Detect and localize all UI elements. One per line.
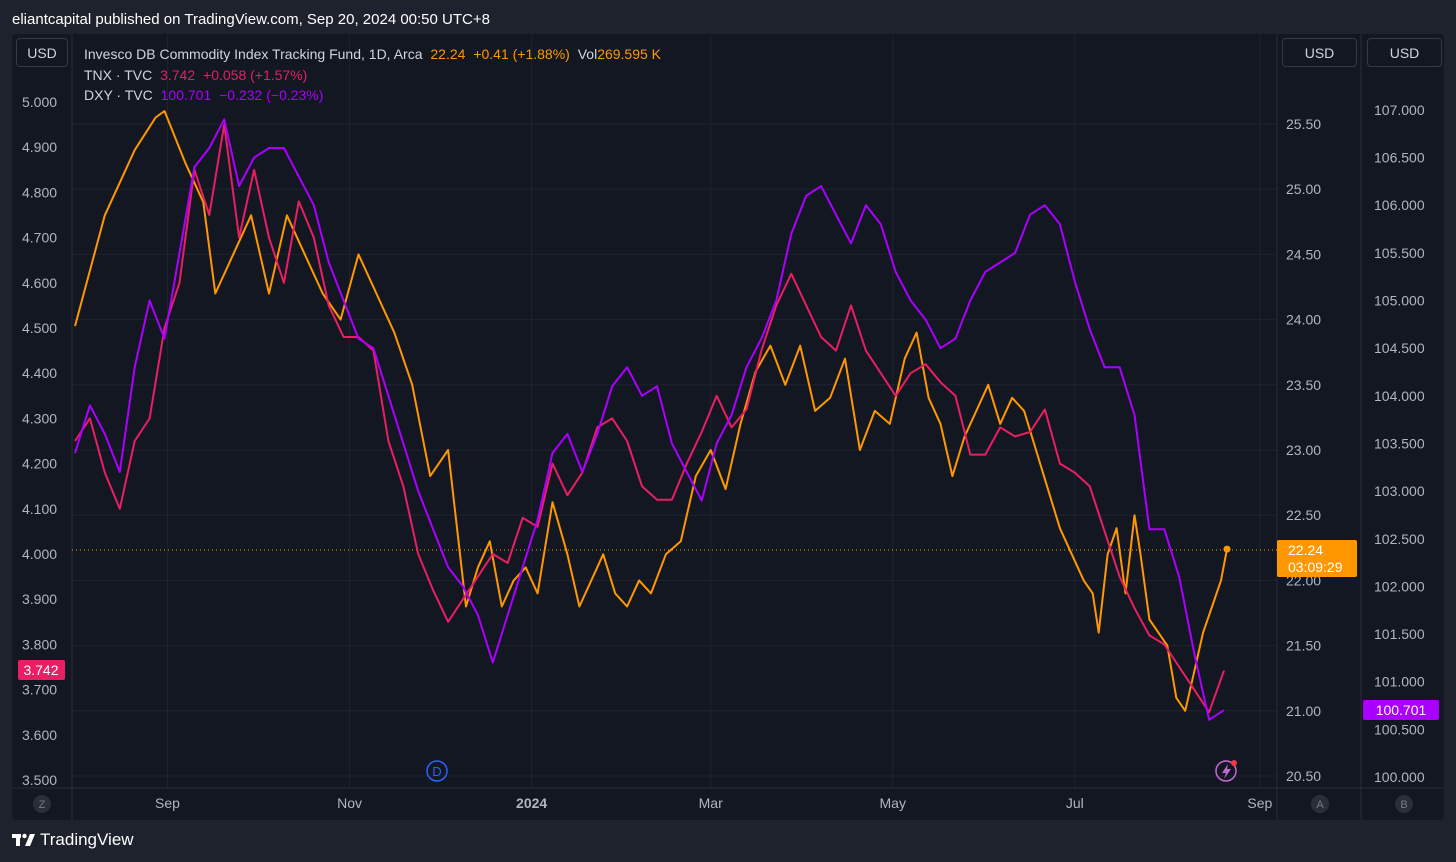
legend-dbc-last: 22.24 xyxy=(430,46,466,62)
right-b-tick-label: 101.000 xyxy=(1374,674,1425,690)
right-a-tick-label: 25.50 xyxy=(1286,116,1321,132)
right-a-tick-label: 25.00 xyxy=(1286,181,1321,197)
left-tick-label: 3.500 xyxy=(22,772,57,788)
left-tick-label: 3.600 xyxy=(22,727,57,743)
tradingview-logo[interactable]: TradingView xyxy=(12,830,134,850)
left-tick-label: 3.700 xyxy=(22,682,57,698)
x-tick-label: Jul xyxy=(1066,795,1084,811)
right-b-tick-label: 102.500 xyxy=(1374,531,1425,547)
left-tick-label: 4.800 xyxy=(22,184,57,200)
right-a-tick-label: 23.50 xyxy=(1286,377,1321,393)
tnx-last-badge: 3.742 xyxy=(18,660,65,680)
right-b-tick-label: 102.000 xyxy=(1374,578,1425,594)
corner-a[interactable]: A xyxy=(1311,795,1329,813)
x-tick-label: May xyxy=(880,795,906,811)
right-b-tick-label: 106.000 xyxy=(1374,197,1425,213)
legend-vol-value: 269.595 K xyxy=(597,46,662,62)
right-a-tick-label: 21.50 xyxy=(1286,638,1321,654)
legend-dbc-change: +0.41 (+1.88%) xyxy=(473,46,570,62)
right-b-tick-label: 100.500 xyxy=(1374,721,1425,737)
legend-dxy[interactable]: DXY · TVC 100.701 −0.232 (−0.23%) xyxy=(84,85,665,106)
top-bar: eliantcapital published on TradingView.c… xyxy=(0,0,1456,38)
left-tick-label: 4.500 xyxy=(22,320,57,336)
left-tick-label: 4.200 xyxy=(22,456,57,472)
right-b-tick-label: 106.500 xyxy=(1374,150,1425,166)
x-tick-label: Sep xyxy=(1247,795,1272,811)
x-tick-label: 2024 xyxy=(516,795,547,811)
right-a-tick-label: 24.50 xyxy=(1286,246,1321,262)
corner-b[interactable]: B xyxy=(1395,795,1413,813)
dbc-line[interactable] xyxy=(74,110,1228,712)
dbc-last-point xyxy=(1223,545,1231,553)
tradingview-logo-icon xyxy=(12,833,35,846)
right-b-currency-button[interactable]: USD xyxy=(1367,38,1442,67)
right-b-tick-label: 105.000 xyxy=(1374,293,1425,309)
right-b-tick-label: 103.000 xyxy=(1374,483,1425,499)
left-tick-label: 4.000 xyxy=(22,546,57,562)
left-tick-label: 5.000 xyxy=(22,94,57,110)
x-tick-label: Sep xyxy=(155,795,180,811)
chart-legend: Invesco DB Commodity Index Tracking Fund… xyxy=(84,44,665,106)
right-b-tick-label: 105.500 xyxy=(1374,245,1425,261)
legend-tnx-name: TNX · TVC xyxy=(84,66,153,83)
dbc-last-badge: 22.24 03:09:29 xyxy=(1277,540,1357,577)
lightning-icon[interactable] xyxy=(1215,760,1237,782)
svg-text:B: B xyxy=(1400,799,1407,811)
legend-tnx[interactable]: TNX · TVC 3.742 +0.058 (+1.57%) xyxy=(84,65,665,86)
right-b-tick-label: 104.500 xyxy=(1374,340,1425,356)
right-a-tick-label: 22.50 xyxy=(1286,507,1321,523)
svg-text:A: A xyxy=(1316,799,1324,811)
dbc-countdown-text: 03:09:29 xyxy=(1288,559,1343,575)
left-tick-label: 4.100 xyxy=(22,501,57,517)
legend-tnx-last: 3.742 xyxy=(160,66,196,83)
legend-vol-label: Vol xyxy=(577,46,598,62)
x-tick-label: Nov xyxy=(337,795,362,811)
right-b-tick-label: 103.500 xyxy=(1374,435,1425,451)
dxy-last-text: 100.701 xyxy=(1376,702,1427,718)
right-a-tick-label: 24.00 xyxy=(1286,312,1321,328)
dxy-last-badge: 100.701 xyxy=(1363,700,1439,720)
dxy-line[interactable] xyxy=(74,118,1225,721)
dividend-marker[interactable]: D xyxy=(426,760,448,782)
right-a-tick-label: 21.00 xyxy=(1286,703,1321,719)
right-b-tick-label: 100.000 xyxy=(1374,769,1425,785)
x-tick-label: Mar xyxy=(699,795,723,811)
svg-text:Z: Z xyxy=(39,799,46,811)
right-b-tick-label: 104.000 xyxy=(1374,388,1425,404)
left-tick-label: 3.800 xyxy=(22,636,57,652)
right-b-tick-label: 101.500 xyxy=(1374,626,1425,642)
right-a-tick-label: 20.50 xyxy=(1286,768,1321,784)
dividend-letter: D xyxy=(432,764,441,779)
left-tick-label: 4.700 xyxy=(22,230,57,246)
tnx-line[interactable] xyxy=(74,123,1225,714)
left-tick-label: 4.600 xyxy=(22,275,57,291)
left-tick-label: 3.900 xyxy=(22,591,57,607)
chart-canvas[interactable]: 20.5021.0021.5022.0022.5023.0023.5024.00… xyxy=(12,34,1444,820)
legend-dxy-change: −0.232 (−0.23%) xyxy=(219,87,324,103)
right-a-tick-label: 23.00 xyxy=(1286,442,1321,458)
right-b-tick-label: 107.000 xyxy=(1374,102,1425,118)
left-tick-label: 4.300 xyxy=(22,410,57,426)
right-a-currency-button[interactable]: USD xyxy=(1282,38,1357,67)
dbc-last-text: 22.24 xyxy=(1288,542,1323,558)
left-currency-button[interactable]: USD xyxy=(16,38,68,67)
legend-dxy-name: DXY · TVC xyxy=(84,87,153,103)
corner-z[interactable]: Z xyxy=(33,795,51,813)
tnx-last-text: 3.742 xyxy=(23,662,58,678)
legend-tnx-change: +0.058 (+1.57%) xyxy=(203,66,308,83)
legend-dbc-name: Invesco DB Commodity Index Tracking Fund… xyxy=(84,46,423,62)
legend-dxy-last: 100.701 xyxy=(160,87,212,103)
left-tick-label: 4.900 xyxy=(22,139,57,155)
left-tick-label: 4.400 xyxy=(22,365,57,381)
chart-panel[interactable]: 20.50 21.00 21.50 22.00 22.50 23.00 23.50 24.00… xyxy=(12,34,1444,820)
bottom-bar xyxy=(0,820,1456,862)
legend-dbc[interactable]: Invesco DB Commodity Index Tracking Fund… xyxy=(84,44,665,65)
publisher-text: eliantcapital published on TradingView.c… xyxy=(12,11,490,28)
